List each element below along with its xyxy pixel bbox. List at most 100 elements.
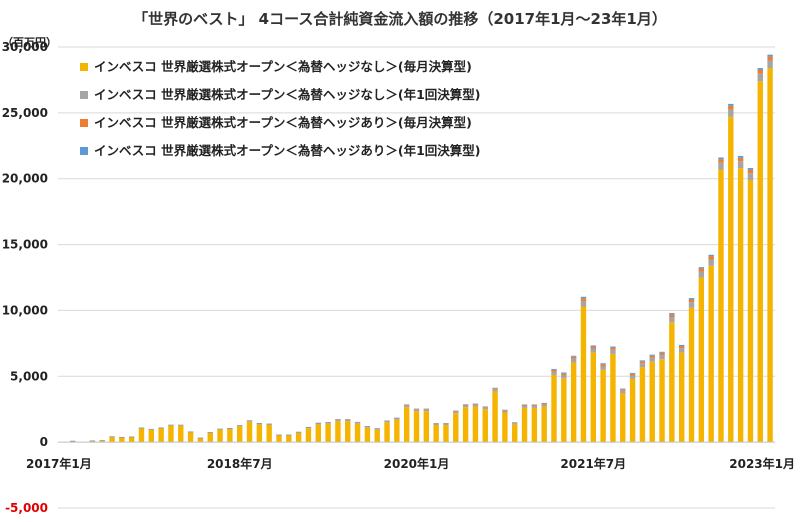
bar-segment-series-2 bbox=[335, 420, 341, 422]
bar-segment-series-2 bbox=[767, 60, 773, 69]
bar-segment-series-1 bbox=[384, 422, 390, 443]
x-tick-label: 2020年1月 bbox=[384, 456, 450, 471]
bar-segment-series-3 bbox=[610, 347, 616, 350]
bar-segment-series-1 bbox=[492, 391, 498, 443]
bar-segment-series-1 bbox=[502, 412, 508, 443]
bar-segment-series-4 bbox=[119, 436, 125, 438]
bar-segment-series-1 bbox=[364, 427, 371, 443]
bar-segment-series-2 bbox=[354, 422, 361, 424]
bar-segment-series-1 bbox=[649, 361, 655, 443]
bar-segment-series-3 bbox=[502, 410, 508, 411]
bar-segment-series-3 bbox=[767, 56, 773, 61]
bar-segment-series-4 bbox=[639, 360, 646, 362]
bar-segment-series-4 bbox=[315, 422, 321, 424]
bar-segment-series-3 bbox=[472, 404, 479, 405]
bar-segment-series-3 bbox=[433, 423, 439, 424]
bar-segment-series-3 bbox=[394, 417, 400, 419]
bar-segment-series-4 bbox=[482, 406, 488, 407]
bar-segment-series-3 bbox=[345, 419, 351, 421]
x-tick-label: 2017年1月 bbox=[26, 456, 92, 471]
bar-segment-series-2 bbox=[237, 425, 243, 427]
bar-segment-series-2 bbox=[492, 389, 498, 392]
y-tick-label: 15,000 bbox=[2, 238, 48, 252]
bar-segment-series-2 bbox=[502, 410, 508, 413]
bar-segment-series-1 bbox=[688, 307, 695, 443]
bar-segment-series-3 bbox=[649, 355, 655, 358]
legend-label: インベスコ 世界厳選株式オープン＜為替ヘッジあり＞(毎月決算型) bbox=[94, 115, 472, 130]
bar-segment-series-2 bbox=[423, 409, 430, 412]
legend-label: インベスコ 世界厳選株式オープン＜為替ヘッジなし＞(毎月決算型) bbox=[94, 59, 472, 74]
bar-segment-series-3 bbox=[482, 406, 488, 408]
y-tick-label: 5,000 bbox=[10, 369, 48, 383]
bar-segment-series-4 bbox=[305, 426, 312, 428]
bar-segment-series-4 bbox=[541, 402, 547, 404]
bar-segment-series-1 bbox=[767, 68, 773, 443]
bar-segment-series-3 bbox=[354, 422, 361, 423]
bar-segment-series-3 bbox=[590, 346, 596, 349]
bar-segment-series-2 bbox=[620, 390, 626, 394]
bar-segment-series-1 bbox=[561, 378, 567, 443]
bar-segment-series-4 bbox=[256, 422, 263, 424]
bar-segment-series-2 bbox=[521, 405, 528, 408]
bar-segment-series-1 bbox=[718, 169, 724, 443]
y-tick-label: 0 bbox=[40, 435, 48, 449]
y-tick-label: 10,000 bbox=[2, 303, 48, 317]
bar-segment-series-2 bbox=[590, 348, 596, 353]
bar-segment-series-4 bbox=[354, 421, 361, 423]
bar-segment-series-3 bbox=[492, 388, 498, 390]
bar-segment-series-1 bbox=[207, 432, 213, 443]
bar-segment-series-4 bbox=[649, 354, 655, 356]
bar-segment-series-3 bbox=[580, 298, 587, 301]
bar-segment-series-4 bbox=[610, 346, 616, 348]
bar-segment-series-3 bbox=[384, 420, 390, 422]
bar-segment-series-2 bbox=[659, 354, 665, 360]
bar-segment-series-1 bbox=[197, 438, 204, 443]
bar-segment-series-1 bbox=[276, 435, 282, 443]
bar-segment-series-2 bbox=[531, 405, 538, 408]
bar-segment-series-3 bbox=[570, 356, 577, 359]
bar-segment-series-4 bbox=[394, 417, 400, 419]
bar-segment-series-3 bbox=[620, 389, 626, 391]
x-tick-label: 2018年7月 bbox=[207, 456, 273, 471]
y-axis-unit-label: （百万円） bbox=[2, 36, 57, 49]
bar-segment-series-1 bbox=[345, 421, 351, 443]
bar-segment-series-1 bbox=[728, 116, 734, 443]
bar-segment-series-4 bbox=[138, 427, 145, 429]
legend-swatch bbox=[80, 147, 88, 155]
bar-segment-series-1 bbox=[433, 425, 439, 443]
bar-segment-series-2 bbox=[315, 423, 321, 425]
bar-segment-series-1 bbox=[187, 432, 194, 443]
bars bbox=[70, 54, 773, 443]
bar-segment-series-2 bbox=[669, 317, 675, 323]
axes: 30,000 25,000 20,000 15,000 10,000 5,000 0 -5,0… bbox=[2, 40, 795, 515]
bar-segment-series-2 bbox=[629, 375, 636, 379]
bar-segment-series-1 bbox=[325, 423, 331, 443]
bar-segment-series-4 bbox=[413, 408, 420, 410]
bar-segment-series-2 bbox=[217, 429, 223, 430]
bar-segment-series-4 bbox=[197, 437, 204, 439]
bar-segment-series-1 bbox=[70, 441, 76, 443]
bar-segment-series-1 bbox=[462, 407, 469, 443]
bar-segment-series-1 bbox=[453, 413, 459, 443]
bar-segment-series-4 bbox=[453, 410, 459, 412]
bar-segment-series-2 bbox=[413, 409, 420, 412]
bar-segment-series-1 bbox=[472, 406, 479, 443]
bar-segment-series-1 bbox=[227, 428, 233, 443]
bar-segment-series-1 bbox=[109, 436, 115, 443]
bar-segment-series-3 bbox=[737, 157, 744, 162]
bar-segment-series-4 bbox=[276, 434, 282, 436]
bar-segment-series-4 bbox=[620, 388, 626, 390]
y-tick-label: 20,000 bbox=[2, 172, 48, 186]
bar-segment-series-4 bbox=[168, 424, 174, 426]
bar-segment-series-1 bbox=[757, 81, 763, 443]
bar-segment-series-1 bbox=[443, 425, 449, 443]
bar-segment-series-2 bbox=[256, 423, 263, 425]
bar-segment-series-2 bbox=[364, 426, 371, 428]
bar-segment-series-4 bbox=[187, 431, 194, 433]
bar-segment-series-4 bbox=[70, 440, 76, 442]
bar-segment-series-3 bbox=[669, 314, 675, 318]
bar-segment-series-1 bbox=[708, 265, 714, 443]
bar-segment-series-4 bbox=[767, 54, 773, 57]
bar-segment-series-1 bbox=[178, 425, 184, 443]
bar-segment-series-3 bbox=[531, 404, 538, 406]
